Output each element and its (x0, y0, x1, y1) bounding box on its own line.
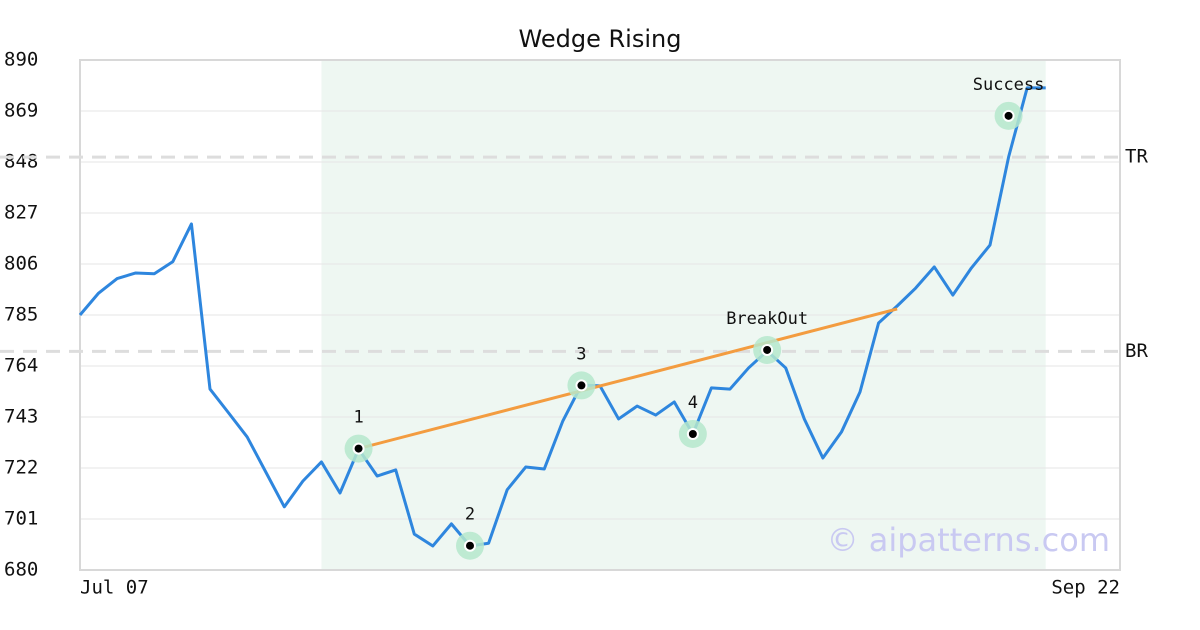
y-tick-label: 680 (4, 559, 38, 581)
marker-label: BreakOut (726, 309, 808, 329)
x-tick-label: Jul 07 (80, 577, 149, 599)
y-tick-label: 722 (4, 457, 38, 479)
y-tick-label: 890 (4, 49, 38, 71)
price-line (78, 86, 1046, 548)
watermark: © aipatterns.com (827, 521, 1110, 559)
level-label: BR (1125, 340, 1148, 362)
marker-label: 3 (576, 344, 586, 364)
trend-line (358, 307, 898, 451)
marker-dot (1002, 109, 1015, 122)
marker-dot (761, 343, 774, 356)
marker-dot (464, 539, 476, 552)
y-tick-label: 806 (4, 253, 38, 275)
y-tick-label: 848 (4, 151, 38, 173)
marker-dot (352, 442, 365, 455)
marker-label: 1 (353, 408, 363, 428)
level-label: TR (1125, 146, 1148, 168)
marker-label: 2 (465, 505, 475, 525)
marker-dot (686, 428, 699, 440)
y-tick-label: 785 (4, 304, 38, 326)
chart-title: Wedge Rising (519, 25, 682, 53)
y-tick-label: 764 (4, 355, 38, 377)
x-tick-label: Sep 22 (1051, 577, 1120, 599)
marker-label: 4 (688, 393, 698, 413)
y-tick-label: 827 (4, 202, 38, 224)
marker-label: Success (973, 75, 1045, 95)
y-tick-label: 701 (4, 508, 38, 530)
y-tick-label: 743 (4, 406, 38, 428)
y-tick-label: 869 (4, 100, 38, 122)
marker-dot (575, 379, 588, 392)
